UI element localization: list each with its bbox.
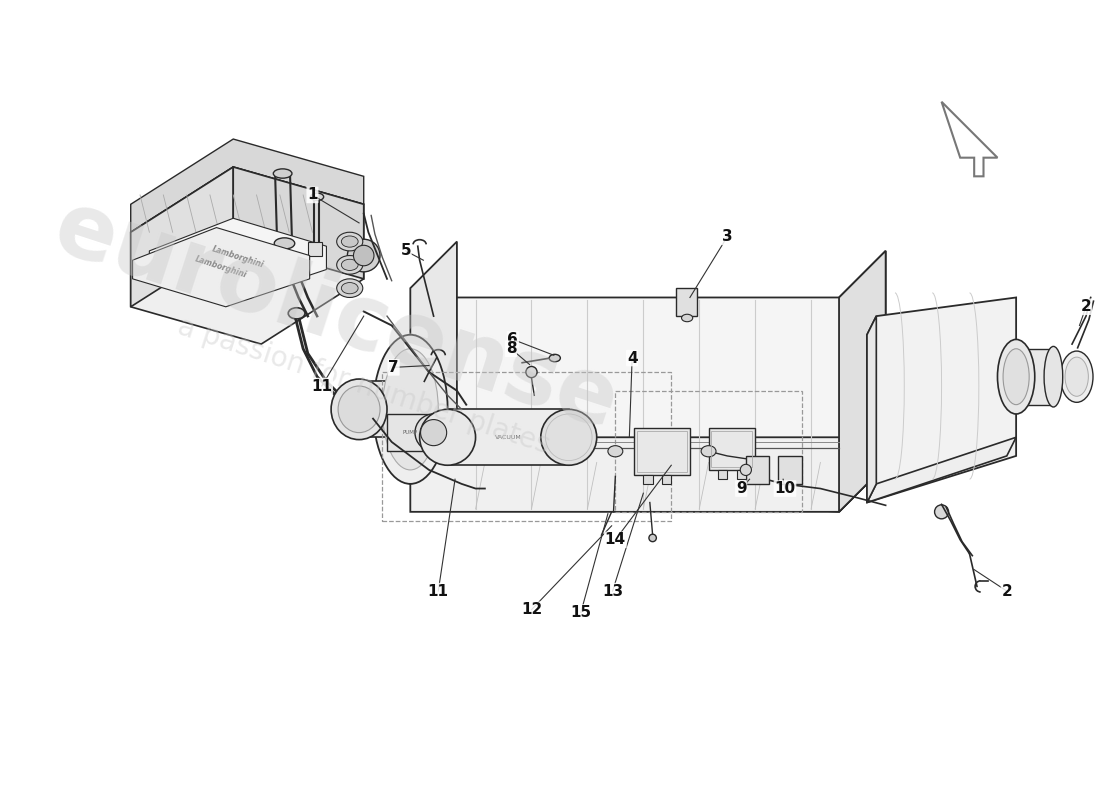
Polygon shape bbox=[308, 242, 322, 255]
Polygon shape bbox=[387, 414, 433, 451]
Polygon shape bbox=[131, 167, 233, 306]
Polygon shape bbox=[746, 456, 769, 484]
Ellipse shape bbox=[701, 446, 716, 457]
Text: 8: 8 bbox=[506, 342, 516, 356]
Ellipse shape bbox=[353, 246, 374, 266]
Ellipse shape bbox=[341, 236, 359, 247]
Text: Lamborghini: Lamborghini bbox=[211, 245, 265, 270]
Polygon shape bbox=[410, 438, 886, 512]
Bar bbox=[383, 372, 671, 521]
Ellipse shape bbox=[310, 193, 323, 201]
Polygon shape bbox=[867, 438, 1016, 502]
Text: a passion for number plates: a passion for number plates bbox=[174, 313, 553, 459]
Text: 6: 6 bbox=[507, 332, 518, 347]
Text: 4: 4 bbox=[627, 350, 637, 366]
Polygon shape bbox=[359, 382, 410, 438]
Ellipse shape bbox=[337, 279, 363, 298]
Text: 5: 5 bbox=[400, 243, 411, 258]
Ellipse shape bbox=[935, 505, 948, 519]
Ellipse shape bbox=[337, 255, 363, 274]
Polygon shape bbox=[133, 227, 310, 306]
Ellipse shape bbox=[383, 349, 438, 470]
Ellipse shape bbox=[541, 410, 596, 466]
Ellipse shape bbox=[341, 259, 359, 270]
Ellipse shape bbox=[998, 339, 1035, 414]
Text: PUMP: PUMP bbox=[403, 430, 418, 435]
Ellipse shape bbox=[274, 238, 295, 249]
Ellipse shape bbox=[1044, 346, 1063, 407]
Ellipse shape bbox=[341, 282, 359, 294]
Text: 1: 1 bbox=[307, 187, 318, 202]
Bar bbox=[615, 390, 802, 512]
Ellipse shape bbox=[337, 232, 363, 251]
Text: VACUUM: VACUUM bbox=[495, 434, 521, 440]
Ellipse shape bbox=[273, 169, 292, 178]
Ellipse shape bbox=[1060, 351, 1093, 402]
Text: 9: 9 bbox=[736, 481, 747, 496]
Polygon shape bbox=[150, 218, 327, 298]
Polygon shape bbox=[410, 251, 886, 512]
Ellipse shape bbox=[1065, 357, 1088, 396]
Text: 2: 2 bbox=[1001, 583, 1012, 598]
Text: eurolicense: eurolicense bbox=[43, 183, 629, 449]
Polygon shape bbox=[644, 474, 652, 484]
Polygon shape bbox=[718, 470, 727, 479]
Polygon shape bbox=[448, 410, 569, 466]
Ellipse shape bbox=[682, 314, 693, 322]
Text: 12: 12 bbox=[521, 602, 542, 618]
Ellipse shape bbox=[338, 386, 379, 433]
Ellipse shape bbox=[740, 464, 751, 475]
Ellipse shape bbox=[608, 446, 623, 457]
Ellipse shape bbox=[420, 419, 447, 446]
Text: Lamborghini: Lamborghini bbox=[194, 254, 249, 279]
Ellipse shape bbox=[549, 354, 560, 362]
Ellipse shape bbox=[288, 308, 305, 319]
Polygon shape bbox=[839, 251, 886, 512]
Text: 11: 11 bbox=[311, 378, 332, 394]
Text: 15: 15 bbox=[570, 605, 592, 620]
Text: 2: 2 bbox=[1080, 299, 1091, 314]
Ellipse shape bbox=[373, 334, 448, 484]
Polygon shape bbox=[867, 298, 1016, 502]
Ellipse shape bbox=[419, 410, 475, 466]
Polygon shape bbox=[410, 242, 456, 484]
Polygon shape bbox=[131, 167, 364, 344]
Polygon shape bbox=[233, 167, 364, 279]
Text: 13: 13 bbox=[602, 583, 623, 598]
Polygon shape bbox=[1016, 349, 1054, 405]
Polygon shape bbox=[634, 428, 690, 474]
Polygon shape bbox=[737, 470, 746, 479]
Polygon shape bbox=[867, 316, 877, 502]
Polygon shape bbox=[708, 428, 756, 470]
Text: 11: 11 bbox=[428, 583, 449, 598]
Polygon shape bbox=[675, 288, 697, 316]
Ellipse shape bbox=[331, 379, 387, 440]
Text: 10: 10 bbox=[774, 481, 795, 496]
Polygon shape bbox=[779, 456, 802, 484]
Ellipse shape bbox=[526, 366, 537, 378]
Ellipse shape bbox=[415, 414, 452, 451]
Ellipse shape bbox=[649, 534, 657, 542]
Text: 7: 7 bbox=[388, 360, 399, 375]
Polygon shape bbox=[662, 474, 671, 484]
Text: 3: 3 bbox=[722, 230, 733, 244]
Text: 14: 14 bbox=[605, 532, 626, 547]
Ellipse shape bbox=[1003, 349, 1030, 405]
Polygon shape bbox=[131, 139, 364, 232]
Ellipse shape bbox=[348, 239, 380, 272]
